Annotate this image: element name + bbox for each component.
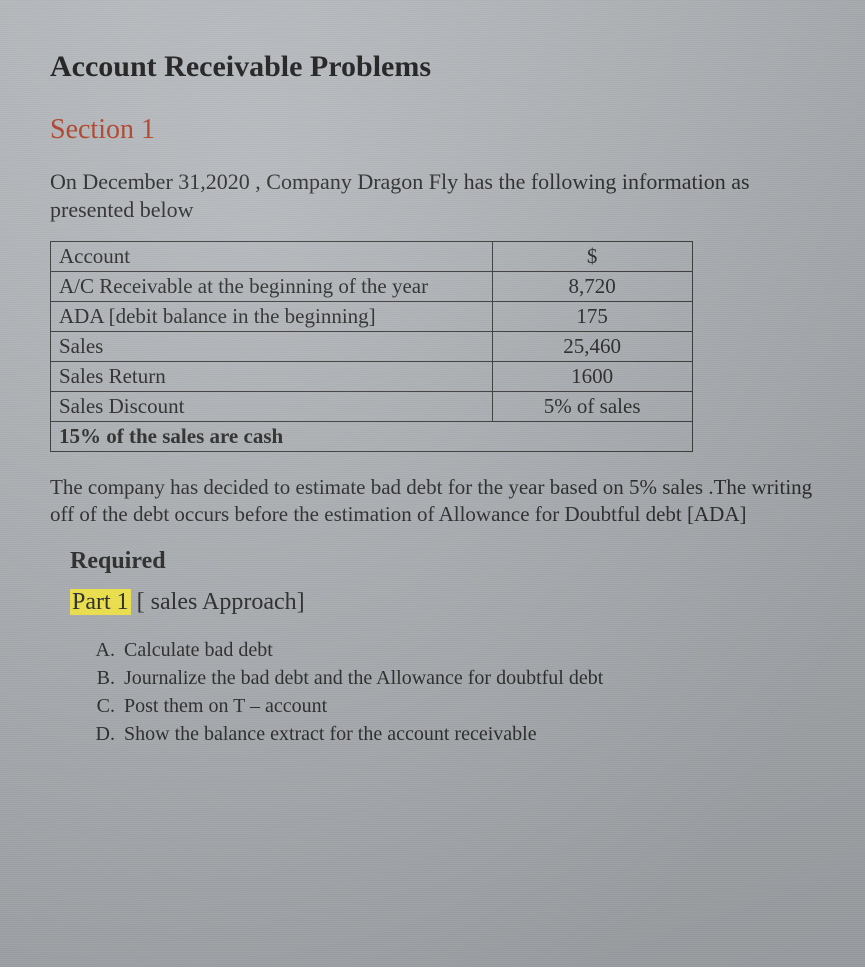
part1-line: Part 1 [ sales Approach] (70, 589, 815, 616)
body-paragraph: The company has decided to estimate bad … (50, 474, 815, 528)
table-row: Sales Discount 5% of sales (51, 392, 693, 422)
table-cell-label: Sales Discount (51, 392, 493, 422)
list-item: Journalize the bad debt and the Allowanc… (120, 664, 815, 692)
table-row: Sales Return 1600 (51, 362, 693, 392)
required-heading: Required (70, 548, 815, 575)
table-cell-label: ADA [debit balance in the beginning] (51, 302, 493, 332)
intro-paragraph: On December 31,2020 , Company Dragon Fly… (50, 168, 815, 223)
table-header-amount: $ (492, 242, 692, 272)
list-item: Show the balance extract for the account… (120, 720, 815, 748)
table-footer: 15% of the sales are cash (51, 422, 693, 452)
table-cell-amount: 175 (492, 302, 692, 332)
table-row: ADA [debit balance in the beginning] 175 (51, 302, 693, 332)
page-title: Account Receivable Problems (50, 50, 815, 84)
accounts-table: Account $ A/C Receivable at the beginnin… (50, 241, 693, 452)
table-cell-amount: 8,720 (492, 272, 692, 302)
table-row: A/C Receivable at the beginning of the y… (51, 272, 693, 302)
table-cell-amount: 1600 (492, 362, 692, 392)
table-cell-label: A/C Receivable at the beginning of the y… (51, 272, 493, 302)
table-row: Account $ (51, 242, 693, 272)
part1-highlight: Part 1 (70, 589, 131, 615)
section-heading: Section 1 (50, 114, 815, 146)
table-header-label: Account (51, 242, 493, 272)
part1-rest: [ sales Approach] (131, 589, 305, 615)
table-cell-amount: 25,460 (492, 332, 692, 362)
table-cell-label: Sales Return (51, 362, 493, 392)
table-cell-label: Sales (51, 332, 493, 362)
table-cell-amount: 5% of sales (492, 392, 692, 422)
table-row: 15% of the sales are cash (51, 422, 693, 452)
list-item: Post them on T – account (120, 692, 815, 720)
requirements-list: Calculate bad debt Journalize the bad de… (120, 636, 815, 748)
table-row: Sales 25,460 (51, 332, 693, 362)
list-item: Calculate bad debt (120, 636, 815, 664)
